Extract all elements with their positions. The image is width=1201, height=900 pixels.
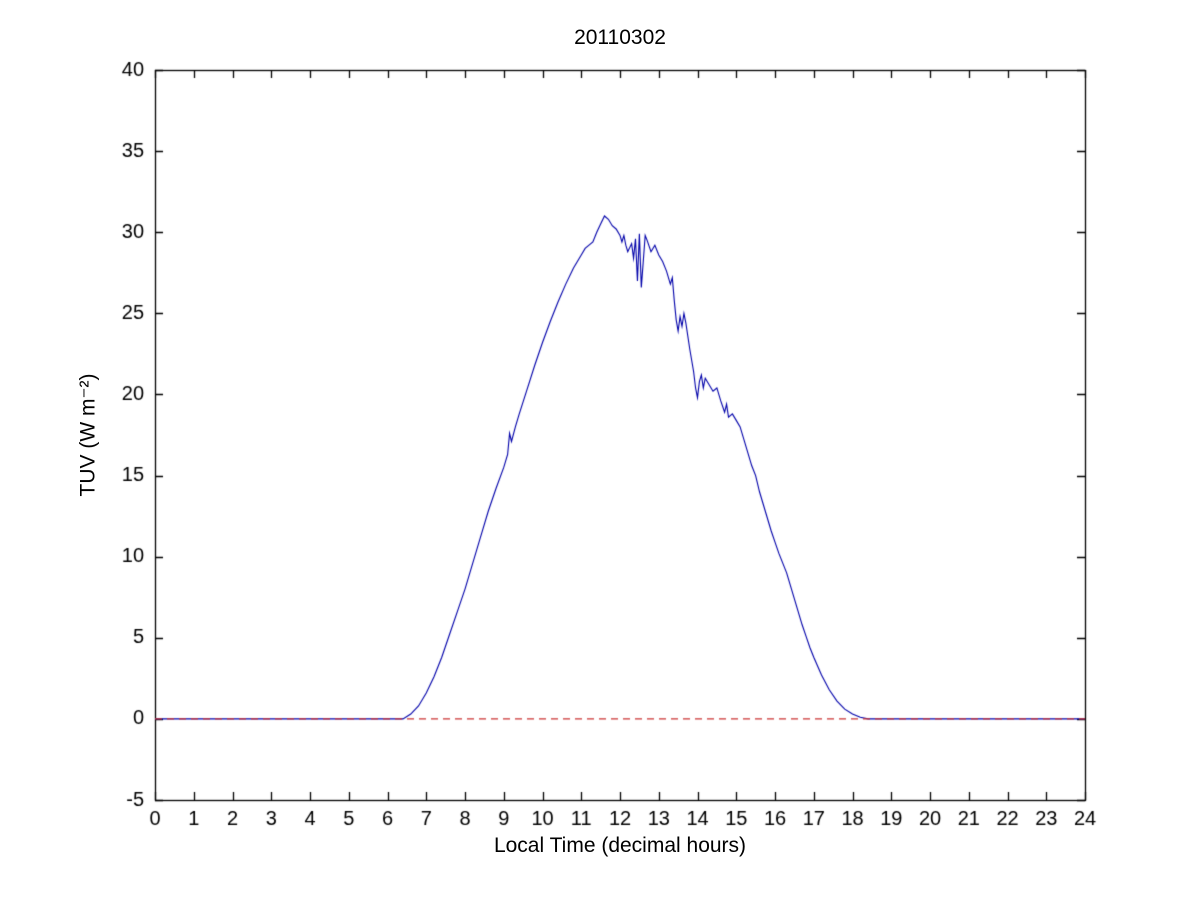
chart-title: 20110302 xyxy=(574,26,666,49)
y-axis-label: TUV (W m⁻²) xyxy=(76,373,100,497)
x-axis-label: Local Time (decimal hours) xyxy=(493,834,747,857)
